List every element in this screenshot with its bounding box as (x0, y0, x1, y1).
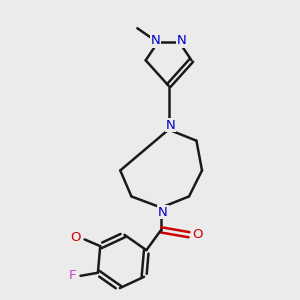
Text: O: O (192, 228, 202, 241)
Text: N: N (158, 206, 168, 218)
Text: N: N (166, 118, 175, 132)
Text: N: N (176, 34, 186, 47)
Text: F: F (69, 269, 76, 282)
Text: O: O (70, 231, 81, 244)
Text: N: N (151, 34, 161, 47)
